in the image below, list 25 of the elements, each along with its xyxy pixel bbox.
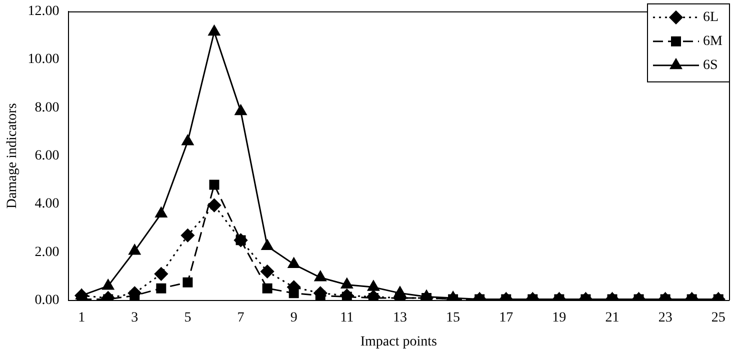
x-tick-label: 23	[658, 310, 672, 326]
x-tick-label: 5	[184, 310, 192, 326]
x-tick-label: 19	[552, 310, 566, 326]
x-axis-title: Impact points	[360, 334, 437, 350]
y-tick-label: 8.00	[34, 100, 60, 116]
legend-label: 6M	[703, 34, 723, 50]
y-tick-label: 2.00	[34, 244, 60, 260]
y-tick-label: 0.00	[34, 293, 60, 308]
x-tick-label: 7	[237, 310, 244, 326]
x-tick-label: 17	[499, 310, 514, 326]
x-tick-label: 11	[340, 310, 354, 326]
x-tick-label: 13	[392, 310, 407, 326]
x-tick-label: 1	[78, 310, 86, 326]
y-axis-title: Damage indicators	[5, 103, 20, 209]
y-tick-label: 4.00	[34, 196, 60, 212]
x-tick-label: 21	[605, 310, 620, 326]
legend-label: 6L	[703, 10, 719, 26]
x-tick-label: 3	[131, 310, 138, 326]
y-tick-label: 6.00	[34, 148, 60, 164]
y-tick-label: 12.00	[28, 4, 60, 20]
x-tick-label: 9	[290, 310, 298, 326]
x-tick-label: 15	[446, 310, 460, 326]
legend-label: 6S	[703, 58, 718, 74]
y-tick-label: 10.00	[28, 52, 60, 68]
x-tick-label: 25	[711, 310, 726, 326]
